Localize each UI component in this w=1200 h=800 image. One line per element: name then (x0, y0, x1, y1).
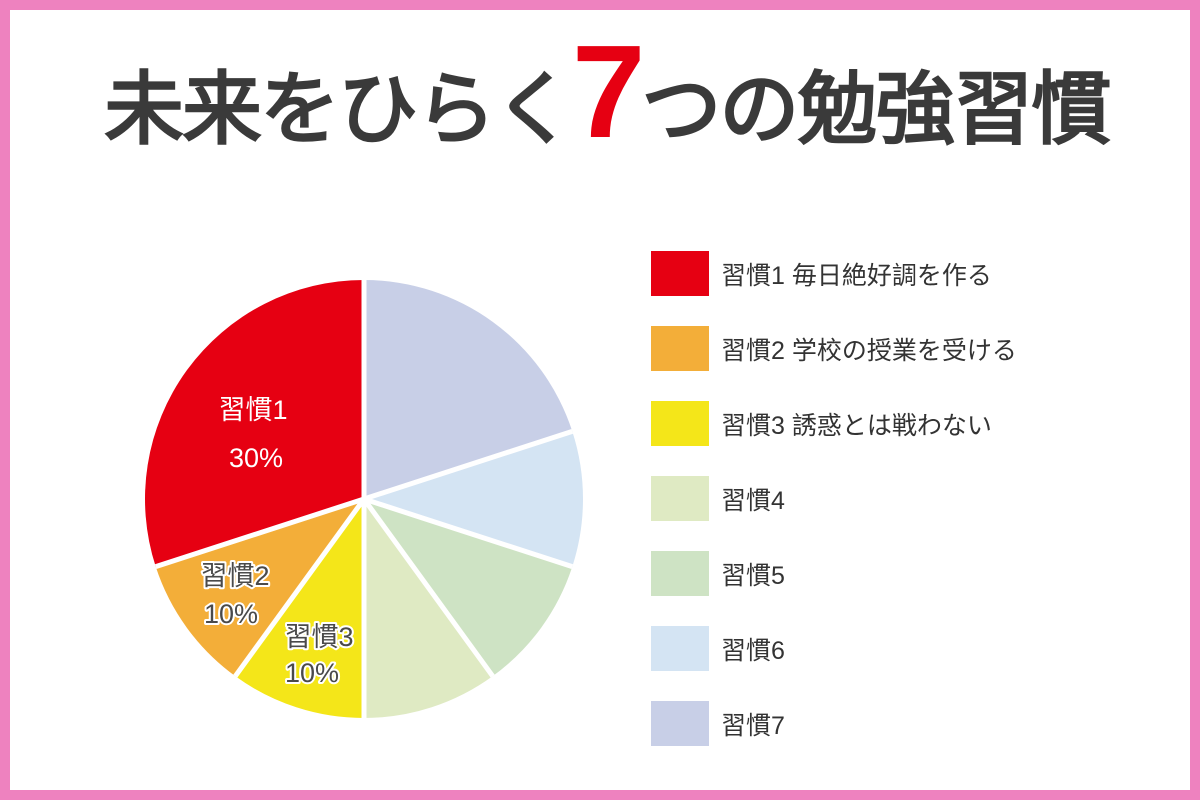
pie-slice-label-1: 30% (229, 443, 283, 473)
legend-item-1: 習慣1 毎日絶好調を作る (651, 251, 1017, 296)
pie-slice-separator (233, 497, 367, 678)
legend: 習慣1 毎日絶好調を作る 習慣2 学校の授業を受ける 習慣3 誘惑とは戦わない … (651, 251, 1017, 776)
legend-swatch (651, 626, 709, 671)
legend-swatch (651, 551, 709, 596)
legend-swatch (651, 476, 709, 521)
legend-swatch (651, 251, 709, 296)
legend-label: 習慣2 学校の授業を受ける (721, 336, 1017, 365)
pie-slice-3 (235, 499, 364, 718)
legend-swatch (651, 326, 709, 371)
pie-slice-6 (364, 431, 583, 567)
legend-label: 習慣3 誘惑とは戦わない (721, 411, 992, 440)
pie-slice-label-2: 10% (204, 599, 258, 629)
pie-slice-label-3: 習慣3 (284, 622, 353, 652)
pie-slice-label-1: 習慣1 (218, 395, 287, 425)
pie-slice-1 (145, 280, 364, 567)
title-suffix: つの勉強習慣 (641, 65, 1111, 154)
pie-chart-svg: 習慣1 30% 習慣2 10% 習慣3 10% (145, 280, 583, 718)
legend-item-2: 習慣2 学校の授業を受ける (651, 326, 1017, 371)
pie-slice-label-2: 習慣2 (200, 561, 269, 591)
pie-slice-separator (363, 496, 574, 570)
legend-swatch (651, 401, 709, 446)
pie-slice-5 (364, 499, 573, 677)
pie-slice-separator (361, 497, 495, 678)
legend-swatch (651, 701, 709, 746)
pie-slice-separator (154, 496, 365, 570)
title-highlight-number: 7 (572, 18, 645, 165)
legend-label: 習慣4 (721, 486, 785, 515)
legend-label: 習慣1 毎日絶好調を作る (721, 261, 992, 290)
pie-slice-4 (364, 499, 493, 718)
legend-item-7: 習慣7 (651, 701, 1017, 746)
pie-slice-label-3: 10% (285, 658, 339, 688)
legend-label: 習慣5 (721, 561, 785, 590)
legend-label: 習慣6 (721, 636, 785, 665)
legend-item-3: 習慣3 誘惑とは戦わない (651, 401, 1017, 446)
pie-slice-2 (155, 499, 364, 677)
pie-slice-separator (363, 428, 574, 502)
legend-label: 習慣7 (721, 711, 785, 740)
legend-item-4: 習慣4 (651, 476, 1017, 521)
pie-chart: 習慣1 30% 習慣2 10% 習慣3 10% (145, 280, 583, 718)
pie-slice-7 (364, 280, 573, 499)
legend-item-6: 習慣6 (651, 626, 1017, 671)
legend-item-5: 習慣5 (651, 551, 1017, 596)
page-title: 未来をひらく7つの勉強習慣 (104, 26, 1111, 158)
title-prefix: 未来をひらく (104, 65, 574, 154)
